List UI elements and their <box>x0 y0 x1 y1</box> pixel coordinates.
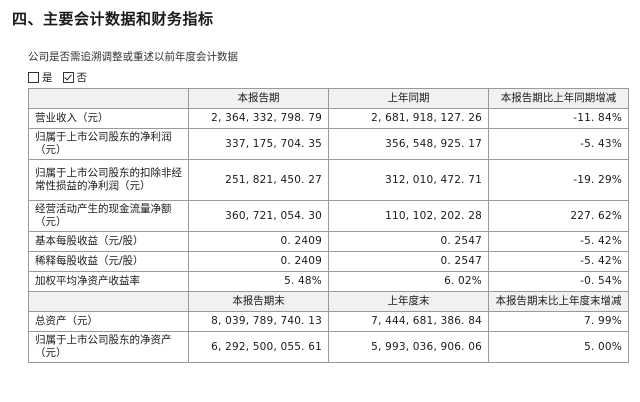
change-value: -19. 29% <box>488 159 629 201</box>
current-value: 360, 721, 054. 30 <box>188 200 329 232</box>
table2-header-row: 本报告期末 上年度末 本报告期末比上年度末增减 <box>28 291 629 312</box>
no-checkbox[interactable] <box>62 72 74 83</box>
table-row: 归属于上市公司股东的扣除非经常性损益的净利润（元） 251, 821, 450.… <box>28 159 629 201</box>
row-label: 加权平均净资产收益率 <box>28 271 189 292</box>
current-value: 337, 175, 704. 35 <box>188 128 329 160</box>
change-value: 5. 00% <box>488 331 629 363</box>
table2-header-blank <box>28 291 189 312</box>
change-value: 7. 99% <box>488 311 629 332</box>
current-value: 6, 292, 500, 055. 61 <box>188 331 329 363</box>
table1-header-current: 本报告期 <box>188 88 329 109</box>
current-value: 8, 039, 789, 740. 13 <box>188 311 329 332</box>
change-value: -5. 42% <box>488 231 629 252</box>
yes-checkbox[interactable] <box>28 72 39 83</box>
table-row: 营业收入（元） 2, 364, 332, 798. 79 2, 681, 918… <box>28 108 629 129</box>
table1-header-prior: 上年同期 <box>328 88 489 109</box>
current-value: 0. 2409 <box>188 251 329 272</box>
table2-header-current: 本报告期末 <box>188 291 329 312</box>
table-row: 总资产（元） 8, 039, 789, 740. 13 7, 444, 681,… <box>28 311 629 332</box>
change-value: -5. 43% <box>488 128 629 160</box>
prior-value: 0. 2547 <box>328 231 489 252</box>
table1-header-change: 本报告期比上年同期增减 <box>488 88 629 109</box>
restatement-options: 是 否 <box>28 70 87 85</box>
current-value: 5. 48% <box>188 271 329 292</box>
change-value: -5. 42% <box>488 251 629 272</box>
table-row: 归属于上市公司股东的净利润（元） 337, 175, 704. 35 356, … <box>28 128 629 160</box>
table2-header-prior: 上年度末 <box>328 291 489 312</box>
change-value: -11. 84% <box>488 108 629 129</box>
prior-value: 5, 993, 036, 906. 06 <box>328 331 489 363</box>
change-value: 227. 62% <box>488 200 629 232</box>
table1-header-row: 本报告期 上年同期 本报告期比上年同期增减 <box>28 88 629 109</box>
prior-value: 356, 548, 925. 17 <box>328 128 489 160</box>
restatement-question: 公司是否需追溯调整或重述以前年度会计数据 <box>28 51 238 63</box>
prior-value: 110, 102, 202. 28 <box>328 200 489 232</box>
table-row: 经营活动产生的现金流量净额（元） 360, 721, 054. 30 110, … <box>28 200 629 232</box>
row-label: 归属于上市公司股东的净资产（元） <box>28 331 189 363</box>
row-label: 总资产（元） <box>28 311 189 332</box>
prior-value: 7, 444, 681, 386. 84 <box>328 311 489 332</box>
current-value: 251, 821, 450. 27 <box>188 159 329 201</box>
row-label: 归属于上市公司股东的净利润（元） <box>28 128 189 160</box>
row-label: 稀释每股收益（元/股） <box>28 251 189 272</box>
table-row: 归属于上市公司股东的净资产（元） 6, 292, 500, 055. 61 5,… <box>28 331 629 363</box>
row-label: 经营活动产生的现金流量净额（元） <box>28 200 189 232</box>
table1-header-blank <box>28 88 189 109</box>
table2-header-change: 本报告期末比上年度末增减 <box>488 291 629 312</box>
row-label: 归属于上市公司股东的扣除非经常性损益的净利润（元） <box>28 159 189 201</box>
table-row: 稀释每股收益（元/股） 0. 2409 0. 2547 -5. 42% <box>28 251 629 272</box>
no-label: 否 <box>76 72 88 84</box>
row-label: 营业收入（元） <box>28 108 189 129</box>
financial-data-table: 本报告期 上年同期 本报告期比上年同期增减 营业收入（元） 2, 364, 33… <box>28 88 629 363</box>
prior-value: 0. 2547 <box>328 251 489 272</box>
prior-value: 312, 010, 472. 71 <box>328 159 489 201</box>
current-value: 2, 364, 332, 798. 79 <box>188 108 329 129</box>
change-value: -0. 54% <box>488 271 629 292</box>
yes-label: 是 <box>42 72 53 84</box>
prior-value: 6. 02% <box>328 271 489 292</box>
prior-value: 2, 681, 918, 127. 26 <box>328 108 489 129</box>
table-row: 基本每股收益（元/股） 0. 2409 0. 2547 -5. 42% <box>28 231 629 252</box>
current-value: 0. 2409 <box>188 231 329 252</box>
section-title: 四、主要会计数据和财务指标 <box>12 10 214 28</box>
table-row: 加权平均净资产收益率 5. 48% 6. 02% -0. 54% <box>28 271 629 292</box>
row-label: 基本每股收益（元/股） <box>28 231 189 252</box>
